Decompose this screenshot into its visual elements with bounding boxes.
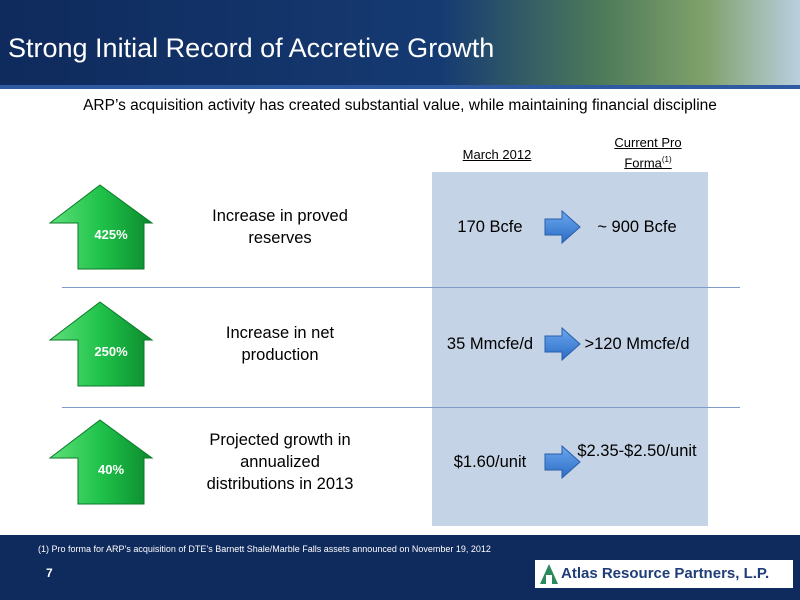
- change-value: 40%: [97, 462, 125, 477]
- footnote-ref: (1): [661, 155, 672, 164]
- page-number: 7: [46, 566, 53, 580]
- logo-icon: [540, 564, 558, 584]
- column-header: Current Pro Forma(1): [598, 134, 698, 171]
- current-value: $2.35-$2.50/unit: [577, 442, 697, 460]
- column-header: March 2012: [462, 147, 532, 162]
- metric-label: Increase in proved reserves: [212, 207, 348, 247]
- separator: [62, 287, 740, 288]
- header-bar: [0, 0, 800, 85]
- metric-label: Projected growth in annualized distribut…: [206, 431, 354, 493]
- march-value: 170 Bcfe: [457, 218, 523, 236]
- march-value: 35 Mmcfe/d: [446, 335, 534, 353]
- title: Strong Initial Record of Accretive Growt…: [8, 33, 495, 63]
- logo: Atlas Resource Partners, L.P.: [535, 560, 793, 588]
- up-arrow: [48, 419, 154, 505]
- footnote: (1) Pro forma for ARP’s acquisition of D…: [38, 544, 491, 554]
- march-value: $1.60/unit: [453, 453, 527, 471]
- change-value: 250%: [94, 344, 128, 359]
- column-header-text: Current Pro Forma: [614, 135, 682, 171]
- metric-label: Increase in net production: [225, 324, 335, 364]
- right-arrow: [544, 444, 581, 480]
- current-value: >120 Mmcfe/d: [584, 335, 690, 353]
- subtitle: ARP’s acquisition activity has created s…: [83, 97, 717, 114]
- separator: [62, 407, 740, 408]
- logo-text: Atlas Resource Partners, L.P.: [561, 565, 770, 582]
- right-arrow: [544, 209, 581, 245]
- header-rule: [0, 85, 800, 89]
- right-arrow: [544, 326, 581, 362]
- up-arrow: [48, 184, 154, 270]
- up-arrow: [48, 301, 154, 387]
- change-value: 425%: [94, 227, 128, 242]
- current-value: ~ 900 Bcfe: [597, 218, 677, 236]
